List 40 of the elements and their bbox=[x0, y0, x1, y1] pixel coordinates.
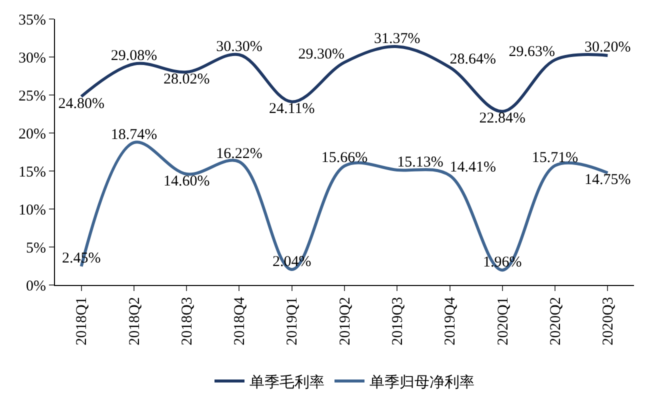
x-tick-label: 2018Q1 bbox=[74, 297, 90, 346]
y-tick-label: 30% bbox=[18, 50, 46, 66]
data-label: 16.22% bbox=[216, 146, 262, 162]
legend-label: 单季毛利率 bbox=[250, 374, 324, 391]
x-tick-label: 2018Q3 bbox=[179, 297, 196, 346]
y-tick-label: 5% bbox=[26, 240, 46, 256]
y-tick-label: 25% bbox=[18, 88, 46, 104]
data-label: 14.60% bbox=[163, 173, 210, 190]
data-label: 24.11% bbox=[269, 101, 315, 118]
y-tick-label: 20% bbox=[18, 126, 46, 142]
y-tick-label: 15% bbox=[18, 164, 46, 180]
data-label: 30.30% bbox=[216, 38, 262, 55]
data-label: 14.75% bbox=[584, 172, 631, 188]
x-tick-label: 2019Q2 bbox=[337, 297, 354, 346]
y-tick-label: 0% bbox=[26, 278, 46, 294]
x-tick-label: 2019Q4 bbox=[442, 296, 459, 346]
x-tick-label: 2018Q2 bbox=[126, 297, 143, 346]
y-tick-label: 35% bbox=[18, 12, 46, 28]
data-label: 30.20% bbox=[584, 40, 631, 56]
legend-label: 单季归母净利率 bbox=[370, 374, 474, 391]
data-label: 15.71% bbox=[532, 150, 578, 166]
y-tick-label: 10% bbox=[18, 202, 46, 218]
x-tick-label: 2020Q2 bbox=[548, 297, 564, 346]
data-label: 18.74% bbox=[110, 126, 158, 143]
x-tick-label: 2019Q1 bbox=[284, 297, 301, 346]
data-label: 22.84% bbox=[479, 110, 526, 127]
x-tick-label: 2018Q4 bbox=[232, 296, 248, 346]
data-label: 14.41% bbox=[450, 160, 496, 176]
x-tick-label: 2020Q3 bbox=[600, 297, 617, 346]
data-label: 28.02% bbox=[163, 71, 210, 88]
data-label: 28.64% bbox=[450, 52, 496, 68]
x-tick-label: 2019Q3 bbox=[390, 297, 406, 346]
data-label: 24.80% bbox=[58, 96, 104, 112]
data-label: 15.66% bbox=[321, 150, 368, 166]
data-label: 29.63% bbox=[508, 44, 556, 60]
data-label: 15.13% bbox=[397, 154, 444, 170]
data-label: 29.30% bbox=[298, 46, 344, 63]
data-label: 29.08% bbox=[110, 48, 158, 64]
x-tick-label: 2020Q1 bbox=[495, 297, 512, 346]
data-label: 31.37% bbox=[374, 30, 420, 47]
